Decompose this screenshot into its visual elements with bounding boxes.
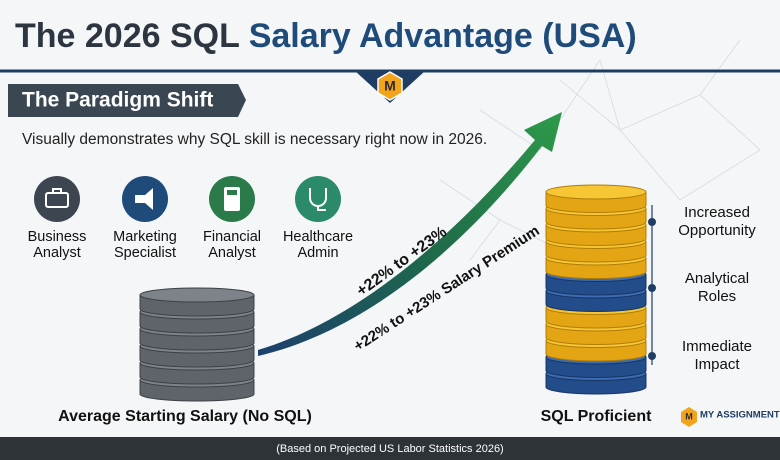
label-line: Analytical: [685, 270, 749, 287]
roles: BusinessAnalystMarketingSpecialistFinanc…: [28, 176, 353, 261]
label-line: Analyst: [208, 245, 256, 261]
logo-letter: M: [384, 78, 396, 94]
footer-bar: [0, 437, 780, 460]
icon-glyph: [227, 190, 237, 195]
title: The 2026 SQL Salary Advantage (USA): [15, 17, 637, 55]
icon-glyph: [52, 188, 62, 194]
footer-text: (Based on Projected US Labor Statistics …: [276, 443, 503, 455]
disc-top: [545, 184, 647, 200]
brand-name: MY ASSIGNMENT H: [700, 410, 780, 421]
role-icon: [295, 176, 341, 222]
icon-glyph: [135, 188, 153, 210]
salary-stack-sql: [545, 184, 647, 395]
label-line: Business: [28, 229, 87, 245]
label-line: Financial: [203, 229, 261, 245]
icon-glyph: [309, 188, 327, 211]
stack-label: SQL Proficient: [541, 408, 653, 425]
benefit-dot: [648, 352, 656, 360]
label-line: Marketing: [113, 229, 177, 245]
banner-text: The Paradigm Shift: [22, 89, 213, 112]
label-line: Admin: [297, 245, 338, 261]
benefit-dot: [648, 284, 656, 292]
label-line: Increased: [684, 204, 750, 221]
banner-box: [8, 84, 246, 117]
stack-label: Average Starting Salary (No SQL): [58, 408, 312, 425]
benefit-dot: [648, 218, 656, 226]
label-line: Opportunity: [678, 222, 756, 239]
label-line: Specialist: [114, 245, 176, 261]
salary-stack-no-sql: [139, 287, 255, 402]
brand-badge: [681, 407, 697, 427]
role-icon: [34, 176, 80, 222]
label-line: Roles: [698, 288, 736, 305]
disc-top: [139, 287, 255, 303]
logo-badge: [377, 71, 403, 101]
label-line: Healthcare: [283, 229, 353, 245]
growth-arrow: [258, 112, 562, 356]
label-line: Immediate: [682, 338, 752, 355]
label-line: Impact: [694, 356, 740, 373]
subtitle: Visually demonstrates why SQL skill is n…: [22, 131, 487, 148]
label-line: Analyst: [33, 245, 81, 261]
brand-letter: M: [685, 411, 693, 421]
